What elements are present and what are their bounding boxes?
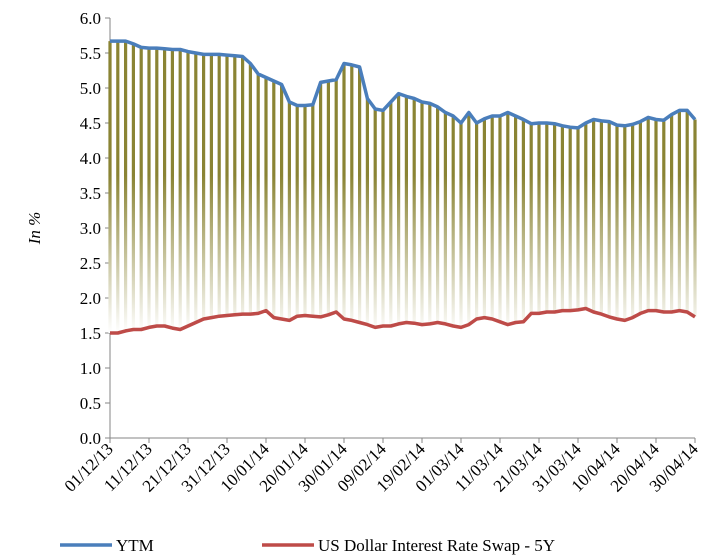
y-axis-label: In % <box>25 212 44 246</box>
y-tick-label: 5.5 <box>80 44 101 63</box>
y-tick-label: 0.5 <box>80 394 101 413</box>
y-tick-label: 1.5 <box>80 324 101 343</box>
y-tick-label: 5.0 <box>80 79 101 98</box>
y-tick-label: 4.5 <box>80 114 101 133</box>
series-line <box>110 306 696 335</box>
y-tick-label: 3.0 <box>80 219 101 238</box>
legend-label: YTM <box>116 536 154 555</box>
legend-label: US Dollar Interest Rate Swap - 5Y <box>318 536 555 555</box>
y-tick-label: 0.0 <box>80 429 101 448</box>
y-tick-label: 2.5 <box>80 254 101 273</box>
y-tick-label: 6.0 <box>80 9 101 28</box>
y-tick-label: 2.0 <box>80 289 101 308</box>
y-tick-label: 3.5 <box>80 184 101 203</box>
y-tick-label: 1.0 <box>80 359 101 378</box>
y-tick-label: 4.0 <box>80 149 101 168</box>
series-line <box>110 39 697 130</box>
